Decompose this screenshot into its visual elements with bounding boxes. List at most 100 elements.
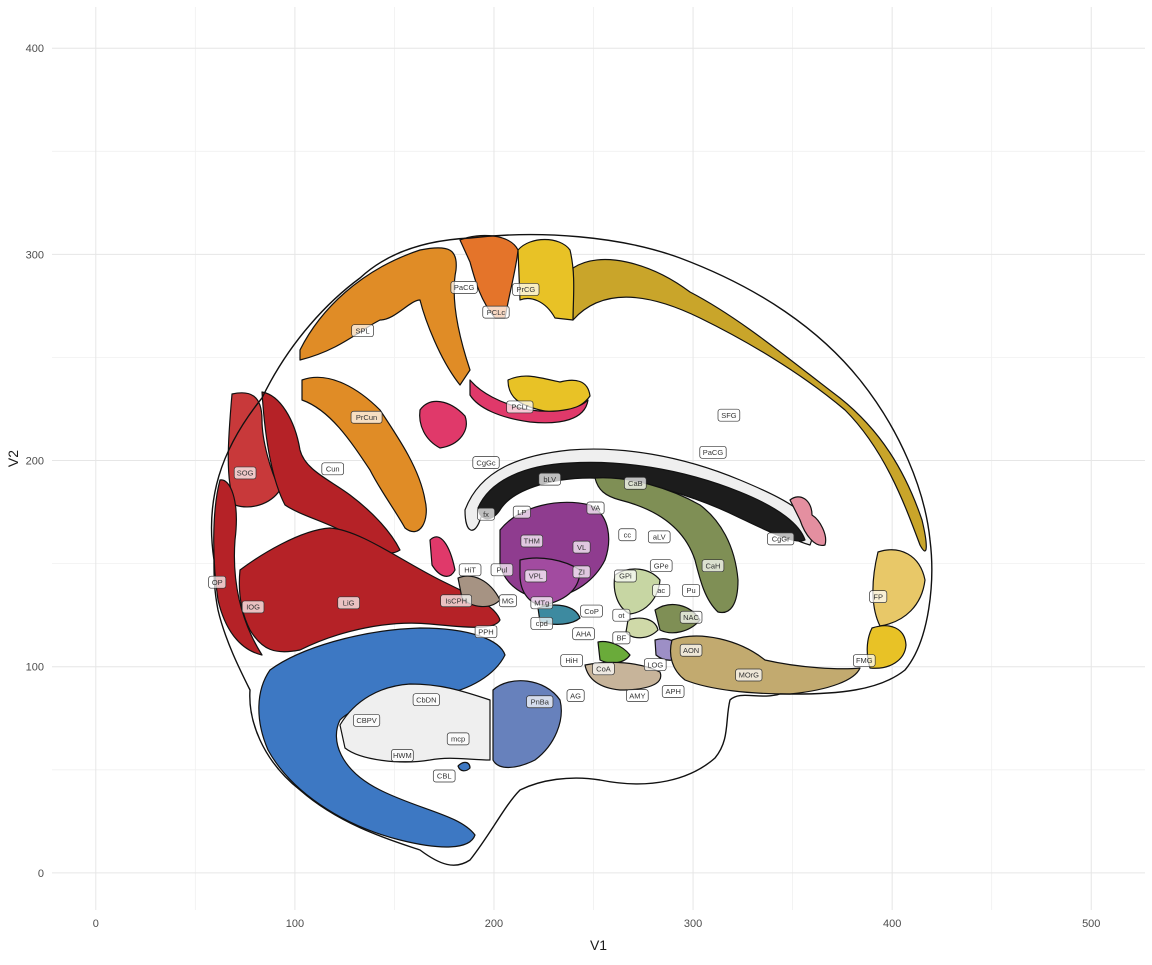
region-label-box — [321, 462, 344, 476]
region-prcg-fill — [517, 239, 575, 321]
region-label-box — [572, 627, 595, 641]
region-label-aph: APH — [661, 685, 685, 698]
region-label-sfg: SFG — [717, 408, 741, 422]
region-label-text: Pu — [686, 586, 695, 595]
region-label-box — [612, 631, 631, 645]
region-label-ag: AG — [566, 689, 585, 702]
region-label-text: IOG — [246, 603, 260, 612]
region-fp-fill — [872, 549, 926, 627]
region-label-pclc: PCLc — [482, 305, 510, 319]
region-label-text: PrCun — [356, 413, 377, 422]
region-morg-fill — [669, 635, 861, 695]
region-label-hih: HiH — [560, 654, 583, 667]
region-label-box — [853, 654, 876, 667]
region-label-box — [592, 662, 615, 676]
region-label-gpi: GPi — [614, 569, 637, 583]
region-label-box — [701, 559, 725, 573]
region-label-box — [498, 594, 517, 608]
region-pacg-post-fill — [459, 234, 519, 319]
region-label-mg: MG — [498, 594, 517, 608]
region-label-lig: LiG — [337, 596, 360, 610]
region-label-text: CBL — [437, 772, 452, 781]
region-label-box — [580, 604, 603, 618]
region-label-box — [482, 305, 510, 319]
region-label-alv: aLV — [647, 530, 671, 544]
x-tick-label: 200 — [485, 918, 503, 930]
region-label-text: aLV — [653, 533, 666, 542]
region-label-gpe: GPe — [649, 559, 673, 573]
region-label-box — [474, 625, 498, 639]
region-label-box — [679, 610, 703, 624]
region-label-text: AHA — [576, 629, 591, 638]
region-label-text: ZI — [578, 568, 585, 577]
region-label-cah: CaH — [701, 559, 725, 573]
region-label-box — [241, 600, 265, 614]
region-label-box — [679, 643, 703, 657]
x-tick-label: 100 — [286, 918, 304, 930]
region-label-text: HiT — [464, 566, 476, 575]
region-cun-fill — [261, 391, 401, 554]
region-label-text: SPL — [355, 326, 369, 335]
region-label-pul: Pul — [490, 563, 514, 577]
region-label-text: BF — [617, 634, 627, 643]
region-label-text: SFG — [721, 411, 737, 420]
region-label-hwm: HWM — [391, 749, 414, 762]
region-label-text: SOG — [237, 469, 254, 478]
region-label-box — [440, 594, 473, 608]
region-label-box — [412, 693, 440, 707]
region-label-box — [490, 563, 514, 577]
region-spl-fill — [299, 247, 471, 386]
region-label-box — [652, 584, 671, 597]
region-label-text: AMY — [629, 691, 645, 700]
axes: 0 100 200 300 400 500 0 100 200 300 400 V1 V2 — [5, 43, 1100, 953]
region-label-ot: ot — [612, 608, 631, 622]
region-label-box — [538, 472, 561, 486]
region-label-fx: fx — [477, 507, 495, 521]
y-axis-title: V2 — [5, 450, 21, 467]
region-label-box — [506, 400, 534, 414]
region-label-iog: IOG — [241, 600, 265, 614]
region-label-text: PCLr — [511, 403, 529, 412]
region-label-op: OP — [208, 575, 227, 589]
x-tick-label: 500 — [1082, 918, 1100, 930]
region-label-text: fx — [483, 510, 489, 519]
region-label-box — [512, 283, 540, 296]
region-label-cggr: CgGr — [767, 532, 795, 546]
region-label-box — [767, 532, 795, 546]
region-label-cggc: CgGc — [472, 456, 500, 469]
region-label-box — [661, 685, 685, 698]
region-cerebellum-fill — [258, 627, 506, 848]
x-tick-label: 400 — [883, 918, 901, 930]
region-label-box — [446, 732, 470, 746]
region-label-text: Pul — [497, 566, 508, 575]
region-label-box — [351, 324, 374, 338]
region-label-box — [566, 689, 585, 702]
region-label-box — [643, 658, 667, 672]
y-tick-label: 300 — [26, 249, 44, 261]
region-label-text: PaCG — [703, 448, 724, 457]
region-label-mtg: MTg — [530, 596, 554, 610]
region-label-text: PCLc — [487, 308, 506, 317]
region-label-box — [450, 281, 478, 294]
region-label-cc: cc — [618, 528, 637, 542]
region-label-box — [717, 408, 741, 422]
region-label-box — [699, 445, 727, 459]
region-label-box — [208, 575, 227, 589]
region-label-box — [869, 590, 888, 603]
region-label-cab: CaB — [624, 476, 647, 490]
region-label-text: HiH — [565, 656, 578, 665]
region-label-text: ot — [618, 611, 625, 620]
region-label-sog: SOG — [233, 466, 257, 480]
region-label-cbdn: CbDN — [412, 693, 440, 707]
region-label-text: CaH — [705, 561, 720, 570]
region-label-box — [649, 559, 673, 573]
region-label-text: GPe — [654, 561, 669, 570]
region-label-box — [458, 563, 482, 577]
region-label-text: PPH — [478, 627, 493, 636]
region-label-text: IsCPH — [445, 596, 467, 605]
region-label-text: mcp — [451, 735, 465, 744]
region-sfg-fill — [572, 258, 927, 552]
region-label-box — [432, 769, 456, 783]
